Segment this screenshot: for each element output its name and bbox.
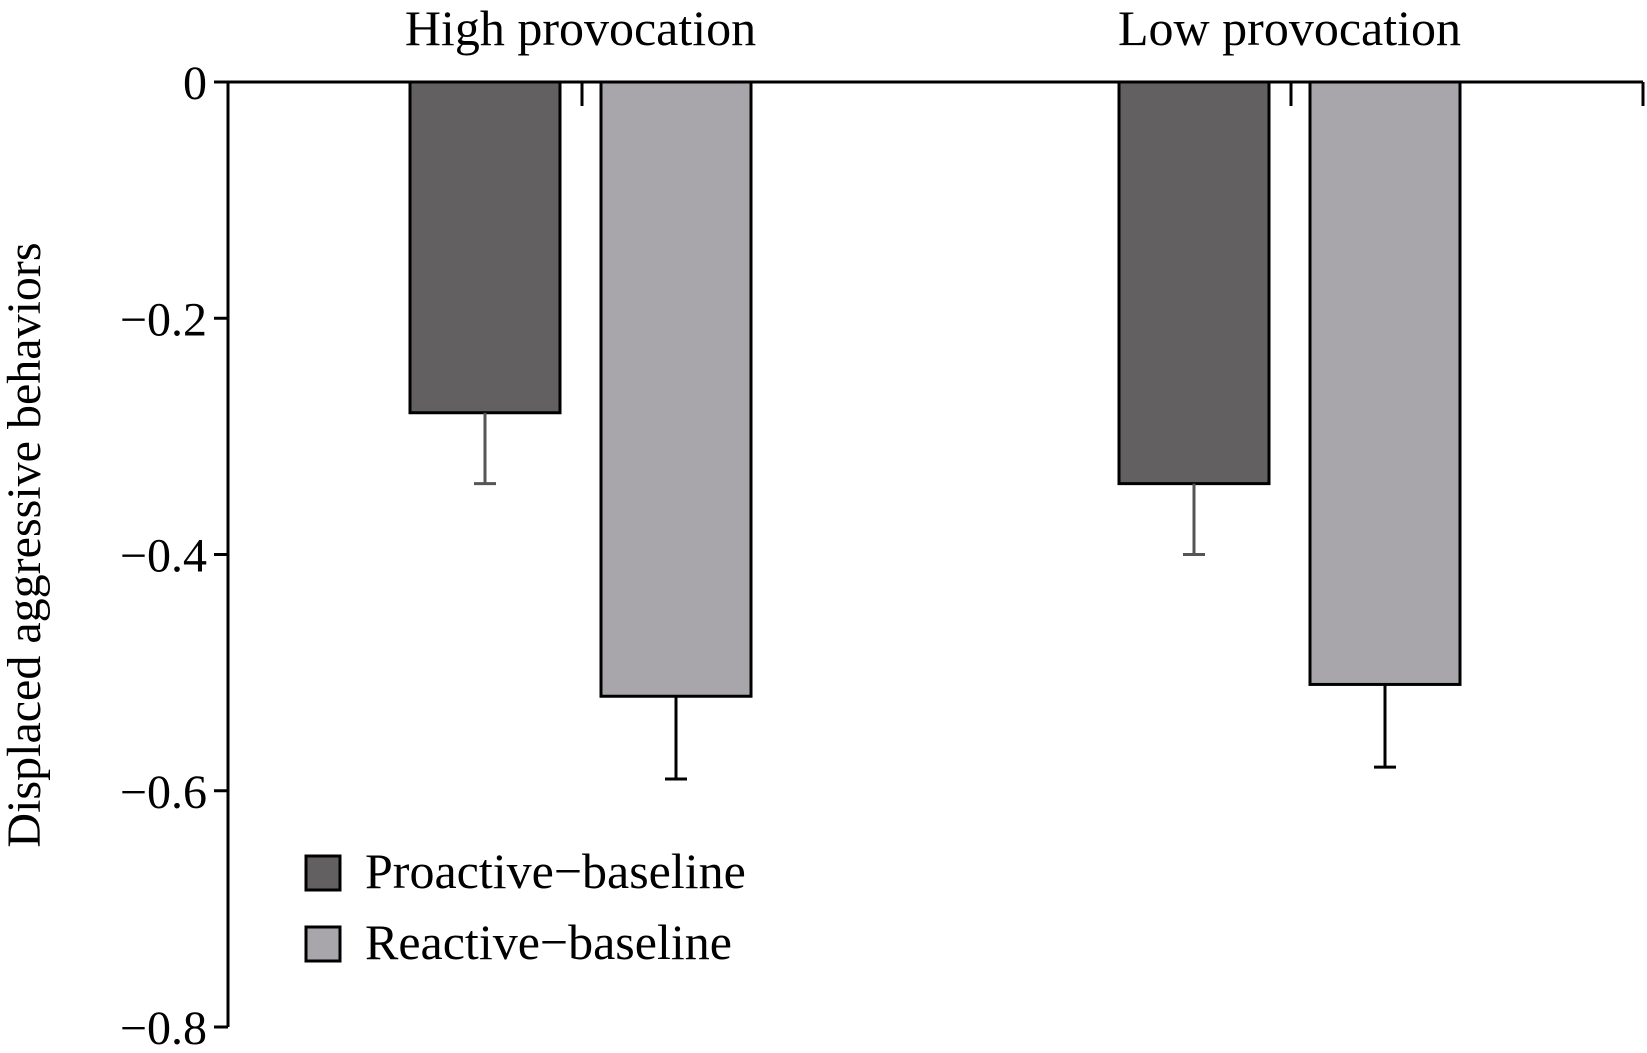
category-label: High provocation: [405, 0, 756, 56]
bar: [1308, 80, 1462, 686]
legend-label: Proactive−baseline: [365, 843, 746, 899]
bar: [408, 80, 562, 415]
bar: [1117, 80, 1271, 486]
plot-area: 0 −0.2 −0.4 −0.6 −0.8 High provocation Low pro…: [120, 0, 1645, 1053]
y-tick-label: −0.2: [120, 293, 207, 346]
bar: [599, 80, 753, 698]
legend-swatch: [304, 925, 342, 963]
y-axis-label: Displaced aggressive behaviors: [0, 242, 51, 847]
y-tick-label: −0.6: [120, 766, 207, 819]
y-tick-label: −0.8: [120, 1002, 207, 1053]
legend-swatch: [304, 854, 342, 892]
legend-label: Reactive−baseline: [365, 914, 732, 970]
y-tick-label: 0: [183, 57, 207, 110]
y-tick-label: −0.4: [120, 530, 207, 583]
category-label: Low provocation: [1118, 0, 1461, 56]
